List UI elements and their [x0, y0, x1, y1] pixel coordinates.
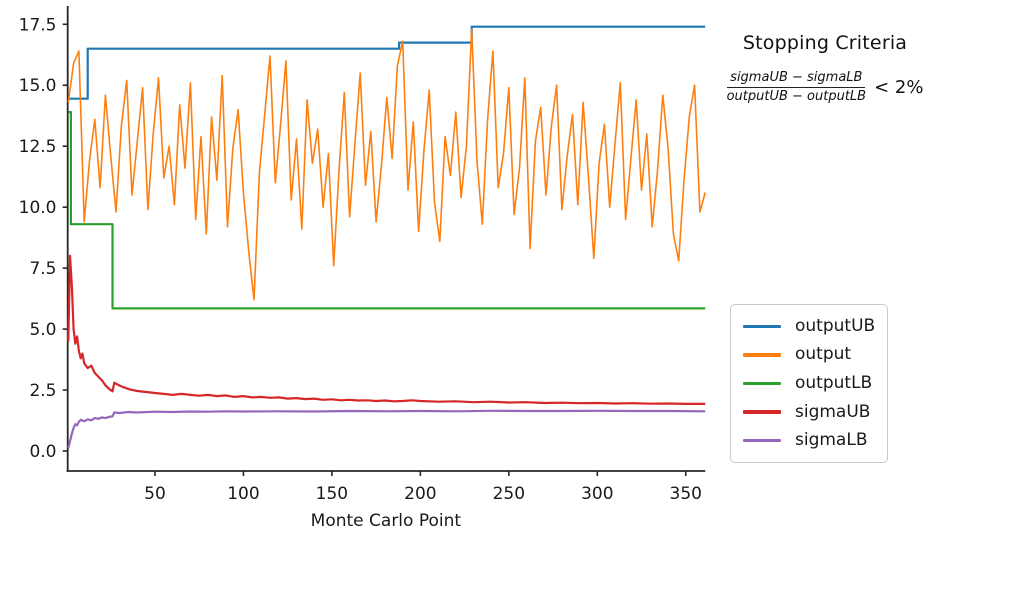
legend-item-output: output: [743, 346, 887, 363]
y-tick-label: 2.5: [29, 381, 56, 401]
x-tick-label: 250: [493, 484, 525, 504]
legend-label-outputLB: outputLB: [795, 372, 873, 393]
legend-item-sigmaUB: sigmaUB: [743, 401, 887, 422]
x-tick-label: 350: [670, 484, 702, 504]
y-tick-label: 17.5: [19, 15, 57, 35]
legend-label-sigmaLB: sigmaLB: [795, 430, 868, 451]
legend: outputUB output outputLB sigmaUB sigmaLB: [730, 304, 888, 463]
x-tick-label: 200: [404, 484, 436, 504]
stopping-criteria-formula: sigmaUB − sigmaLB outputUB − outputLB < …: [700, 70, 950, 106]
formula-comparison: < 2%: [874, 77, 924, 99]
series-sigmaUB: [67, 254, 706, 405]
legend-swatch-outputLB: [743, 381, 781, 386]
x-axis-label: Monte Carlo Point: [311, 511, 462, 531]
x-tick-label: 50: [144, 484, 166, 504]
formula-fraction: sigmaUB − sigmaLB outputUB − outputLB: [727, 70, 867, 106]
y-tick-label: 10.0: [19, 198, 57, 218]
y-tick-label: 5.0: [29, 320, 56, 340]
y-tick-label: 7.5: [29, 259, 56, 279]
legend-label-output: output: [795, 344, 852, 365]
legend-item-sigmaLB: sigmaLB: [743, 432, 887, 449]
annotation-title: Stopping Criteria: [742, 32, 908, 54]
legend-item-outputUB: outputUB: [743, 315, 887, 336]
legend-swatch-outputUB: [743, 324, 781, 329]
y-tick-label: 15.0: [19, 76, 57, 96]
legend-label-outputUB: outputUB: [795, 315, 876, 336]
series-outputLB: [68, 111, 706, 310]
legend-label-sigmaUB: sigmaUB: [795, 401, 871, 422]
series-sigmaLB: [67, 409, 706, 449]
legend-item-outputLB: outputLB: [743, 372, 887, 393]
series-outputUB: [68, 25, 706, 100]
y-tick-label: 0.0: [29, 442, 56, 462]
series-output: [67, 28, 706, 301]
formula-denominator: outputUB − outputLB: [726, 89, 867, 105]
legend-swatch-sigmaLB: [743, 438, 781, 443]
legend-swatch-output: [743, 353, 781, 357]
stopping-criteria-annotation: Stopping Criteria sigmaUB − sigmaLB outp…: [700, 32, 950, 106]
formula-numerator: sigmaUB − sigmaLB: [727, 70, 866, 89]
x-tick-label: 100: [227, 484, 259, 504]
x-tick-label: 300: [581, 484, 613, 504]
y-tick-label: 12.5: [19, 137, 57, 157]
x-tick-label: 150: [316, 484, 348, 504]
legend-swatch-sigmaUB: [743, 410, 781, 414]
